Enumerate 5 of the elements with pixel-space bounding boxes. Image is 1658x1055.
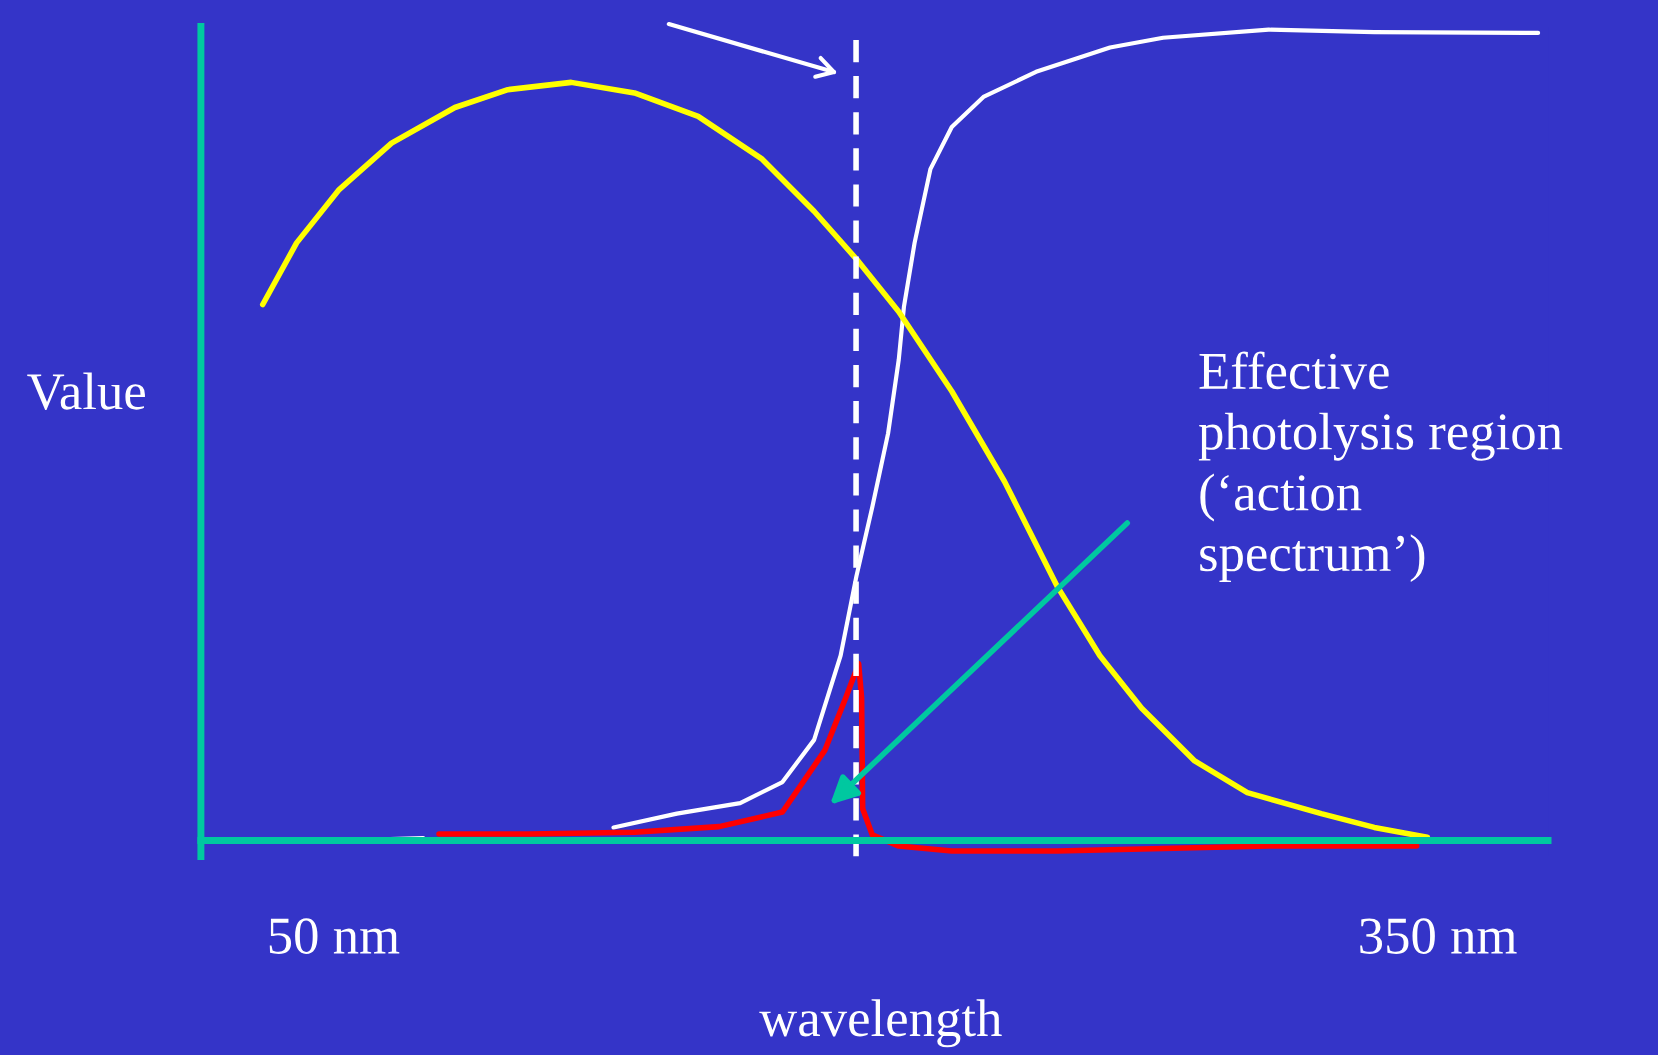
x-tick-label: 50 nm: [269, 918, 400, 954]
x-axis-title: wavelength: [759, 999, 1002, 1048]
x-tick-label: 350 nm: [1360, 918, 1517, 954]
y-axis-title: Value: [27, 372, 145, 410]
annotation: Effective photolysis region (‘action spectrum’): [1198, 351, 1563, 583]
